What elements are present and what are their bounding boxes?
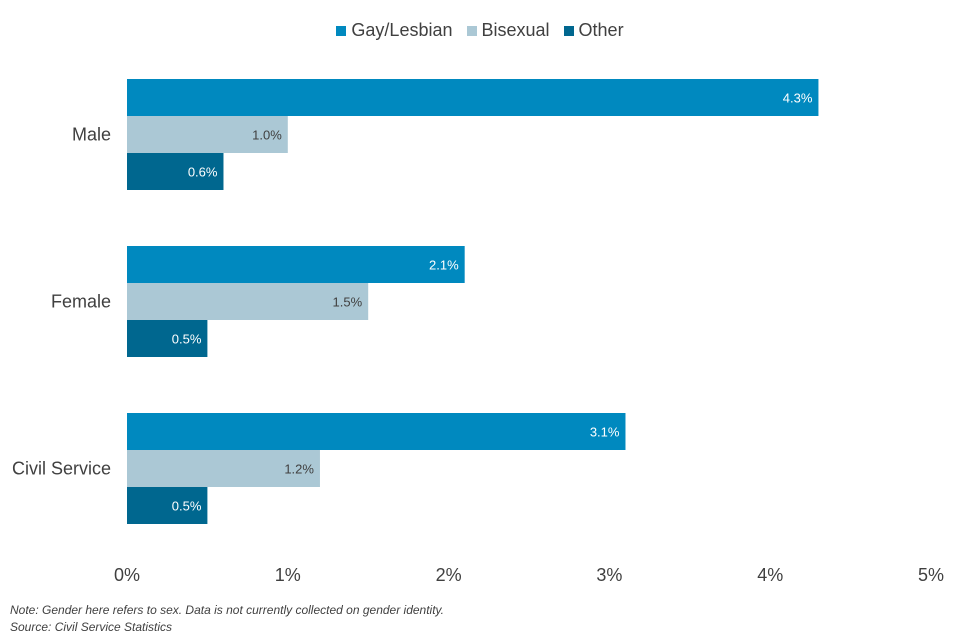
legend-swatch-gay-lesbian [336,25,347,36]
bar-female-gay-lesbian [127,246,465,283]
note-text: Note: Gender here refers to sex. Data is… [10,603,445,617]
x-tick-label: 2% [436,565,462,585]
data-label-civil-service-other: 0.5% [172,499,202,514]
bar-male-bisexual [127,116,288,153]
bar-male-other [127,153,224,190]
x-tick-label: 0% [114,565,140,585]
data-label-male-other: 0.6% [188,165,218,180]
legend-label-other: Other [578,20,624,40]
category-label-civil-service: Civil Service [12,459,111,479]
bar-civil-service-other [127,487,208,524]
x-tick-label: 4% [757,565,783,585]
footnotes: Note: Gender here refers to sex. Data is… [10,602,444,636]
legend-swatch-other [563,25,574,36]
x-tick-label: 1% [275,565,301,585]
bar-female-bisexual [127,283,369,320]
plot-area: 4.3% 1.0% 0.6% 2.1% 1.5% 0.5% 3.1% 1.2% 0.5% Mal… [12,79,944,585]
data-label-female-gay-lesbian: 2.1% [429,258,459,273]
bar-female-other [127,320,208,357]
data-label-male-bisexual: 1.0% [252,128,282,143]
category-labels-layer: Male Female Civil Service [12,125,111,479]
x-tick-labels-layer: 0% 1% 2% 3% 4% 5% [114,565,944,585]
legend-item-other: Other [563,20,624,41]
legend-swatch-bisexual [466,25,477,36]
x-tick-label: 5% [918,565,944,585]
data-label-female-bisexual: 1.5% [333,295,363,310]
legend-label-gay-lesbian: Gay/Lesbian [351,20,453,40]
data-labels-layer: 4.3% 1.0% 0.6% 2.1% 1.5% 0.5% 3.1% 1.2% 0.5% [172,91,813,514]
source-text: Source: Civil Service Statistics [10,620,173,634]
legend: Gay/Lesbian Bisexual Other [0,20,960,41]
bar-civil-service-bisexual [127,450,320,487]
category-label-female: Female [51,292,111,312]
legend-label-bisexual: Bisexual [481,20,550,40]
bar-civil-service-gay-lesbian [127,413,626,450]
data-label-female-other: 0.5% [172,332,202,347]
category-label-male: Male [72,125,111,145]
data-label-male-gay-lesbian: 4.3% [783,91,813,106]
legend-item-bisexual: Bisexual [466,20,550,41]
legend-item-gay-lesbian: Gay/Lesbian [336,20,453,41]
bar-male-gay-lesbian [127,79,819,116]
data-label-civil-service-gay-lesbian: 3.1% [590,425,620,440]
x-tick-label: 3% [596,565,622,585]
data-label-civil-service-bisexual: 1.2% [284,462,314,477]
bars-layer [127,79,819,524]
